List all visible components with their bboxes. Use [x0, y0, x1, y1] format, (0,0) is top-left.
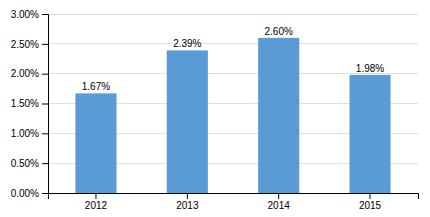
y-tick: 2.50% — [11, 39, 48, 50]
x-tick-mark — [95, 193, 96, 199]
y-tick: 3.00% — [11, 9, 48, 20]
grid-line — [48, 43, 418, 44]
grid-line — [48, 14, 418, 15]
y-tick-mark — [42, 133, 48, 134]
x-tick-label: 2012 — [85, 200, 108, 211]
chart-container: 0.00%0.50%1.00%1.50%2.00%2.50%3.00%20122… — [0, 0, 430, 217]
x-tick-label: 2015 — [359, 200, 382, 211]
chart: 0.00%0.50%1.00%1.50%2.00%2.50%3.00%20122… — [0, 0, 430, 217]
plot-area — [75, 38, 390, 193]
bar — [75, 93, 116, 193]
y-tick-mark — [42, 193, 48, 194]
x-tick-mark — [187, 193, 188, 199]
y-axis: 0.00% 0.50% 1.00% 1.50% 2.00% 2.50% 3.00% — [11, 9, 49, 199]
y-tick-label: 3.00% — [11, 9, 39, 20]
y-tick: 0.00% — [11, 188, 48, 199]
data-label: 2.60% — [264, 26, 292, 37]
x-tick-label: 2014 — [268, 200, 291, 211]
bar — [258, 38, 299, 193]
y-tick-mark — [42, 14, 48, 15]
x-axis: 2012 2013 2014 2015 — [49, 193, 419, 211]
x-tick: 2015 — [359, 193, 382, 211]
y-axis-line — [42, 15, 49, 194]
y-tick-mark — [42, 104, 48, 105]
x-tick-mark — [278, 193, 279, 199]
x-tick: 2013 — [176, 193, 199, 211]
y-tick-label: 2.50% — [11, 39, 39, 50]
data-label: 1.98% — [356, 63, 384, 74]
grid — [48, 14, 418, 193]
x-axis-line — [49, 194, 419, 200]
x-tick: 2014 — [268, 193, 291, 211]
y-tick: 1.50% — [11, 98, 48, 109]
x-tick-mark — [370, 193, 371, 199]
data-label: 1.67% — [82, 81, 110, 92]
x-tick-label: 2013 — [176, 200, 199, 211]
y-tick-label: 1.50% — [11, 98, 39, 109]
y-tick: 2.00% — [11, 68, 48, 79]
y-tick-label: 0.50% — [11, 158, 39, 169]
y-tick-mark — [42, 163, 48, 164]
y-tick-mark — [42, 74, 48, 75]
y-tick-label: 0.00% — [11, 188, 39, 199]
y-tick-mark — [42, 44, 48, 45]
y-tick: 1.00% — [11, 128, 48, 139]
y-tick-label: 1.00% — [11, 128, 39, 139]
y-tick: 0.50% — [11, 158, 48, 169]
data-labels: 1.67% 2.39% 2.60% 1.98% — [82, 26, 385, 92]
y-tick-label: 2.00% — [11, 68, 39, 79]
bar — [349, 75, 390, 193]
x-tick: 2012 — [85, 193, 108, 211]
data-label: 2.39% — [173, 38, 201, 49]
bar — [167, 50, 208, 193]
